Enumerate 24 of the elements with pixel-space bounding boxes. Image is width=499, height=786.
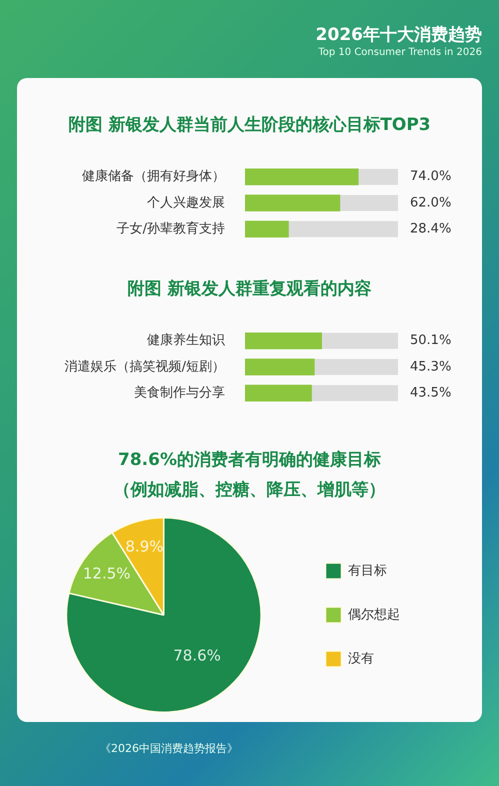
- y-tick-label: 消遣娱乐（搞笑视频/短剧）: [64, 359, 225, 374]
- data-label: 74.0%: [410, 169, 452, 184]
- data-label: 50.1%: [410, 333, 452, 348]
- chart-title: 附图 新银发人群当前人生阶段的核心目标TOP3: [67, 114, 432, 137]
- text: 2026年十大消费趋势: [316, 24, 482, 46]
- text: Top 10 Consumer Trends in 2026: [318, 47, 482, 58]
- text: 《2026中国消费趋势报告》: [100, 741, 238, 756]
- y-tick-label: 健康储备（拥有好身体）: [82, 169, 225, 184]
- data-label: 45.3%: [410, 359, 452, 374]
- data-label: 78.6%: [173, 646, 221, 665]
- data-label: 8.9%: [125, 538, 164, 556]
- legend-label: 有目标: [348, 563, 387, 578]
- data-label: 12.5%: [82, 564, 131, 582]
- y-tick-label: 健康养生知识: [147, 332, 225, 348]
- y-tick-label: 个人兴趣发展: [147, 195, 225, 210]
- y-tick-label: 子女/孙辈教育支持: [116, 220, 225, 237]
- data-label: 62.0%: [410, 195, 452, 210]
- data-label: 28.4%: [410, 222, 452, 237]
- y-tick-label: 美食制作与分享: [134, 384, 225, 401]
- data-label: 43.5%: [410, 386, 452, 401]
- legend-label: 没有: [348, 651, 374, 666]
- chart-title: 78.6%的消费者有明确的健康目标（例如减脂、控糖、降压、增肌等）: [112, 449, 386, 502]
- legend-label: 偶尔想起: [348, 607, 400, 622]
- chart-title: 附图 新银发人群重复观看的内容: [126, 278, 372, 301]
